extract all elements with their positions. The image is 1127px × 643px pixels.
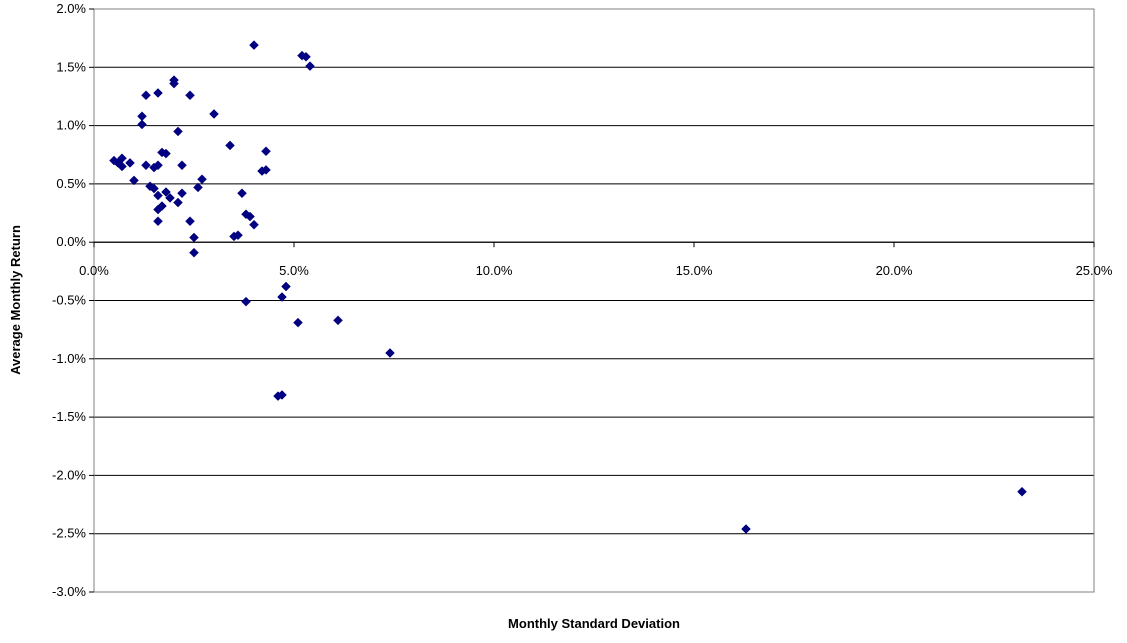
x-tick-label: 15.0% [676,263,713,278]
y-tick-label: -2.0% [52,467,86,482]
data-point [137,119,147,130]
x-axis-ticks: 0.0% 5.0% 10.0% 15.0% 20.0% 25.0% [79,241,1113,278]
data-point [281,281,291,292]
data-point [249,40,259,50]
data-point [305,61,315,71]
data-point [237,188,247,199]
data-point [277,292,287,302]
data-point [125,158,135,168]
y-tick-label: 0.0% [56,234,86,249]
data-point [185,90,195,101]
y-tick-label: -0.5% [52,293,86,308]
y-tick-label: -1.5% [52,409,86,424]
data-point [197,174,207,185]
x-axis-title: Monthly Standard Deviation [508,616,680,631]
x-tick-label: 10.0% [476,263,513,278]
data-point [741,524,751,534]
y-tick-label: -2.5% [52,526,86,541]
data-point [209,109,219,119]
data-point [189,232,199,243]
data-point [277,390,287,400]
data-point [189,247,199,258]
data-point [153,160,163,171]
x-tick-label: 25.0% [1076,263,1113,278]
data-point [161,148,171,159]
data-point [161,187,171,197]
data-point [177,160,187,171]
y-tick-label: -1.0% [52,351,86,366]
y-tick-label: -3.0% [52,584,86,599]
data-point [153,88,163,98]
data-point [241,296,251,307]
data-point [225,140,235,151]
data-point [385,348,395,358]
data-point [333,315,343,326]
data-point [249,219,259,230]
data-point [129,175,139,186]
data-point [141,160,151,171]
y-axis-title: Average Monthly Return [8,225,23,375]
data-point [233,230,243,241]
data-point [137,111,147,122]
data-point [173,197,183,208]
data-point [141,90,151,101]
data-point [169,78,179,89]
data-point [157,201,167,211]
data-point [261,146,271,157]
data-point [117,161,127,172]
y-tick-label: 2.0% [56,1,86,16]
data-point [193,182,203,193]
data-point [293,317,303,328]
data-point [185,216,195,227]
y-tick-label: 0.5% [56,176,86,191]
data-point [245,211,255,222]
data-point [153,216,163,227]
data-point [149,183,159,194]
y-tick-label: 1.0% [56,118,86,133]
x-tick-label: 20.0% [876,263,913,278]
y-axis-ticks: 2.0% 1.5% 1.0% 0.5% 0.0% -0.5% -1.0% -1.5% -2.0%… [52,1,94,599]
y-tick-label: 1.5% [56,59,86,74]
data-point [1017,486,1027,497]
data-point [177,188,187,199]
data-point [301,51,311,62]
data-point [165,193,175,203]
data-point [173,126,183,137]
data-point [261,165,271,175]
data-points [109,40,1027,534]
data-point [153,190,163,201]
x-tick-label: 0.0% [79,263,109,278]
x-tick-label: 5.0% [279,263,309,278]
